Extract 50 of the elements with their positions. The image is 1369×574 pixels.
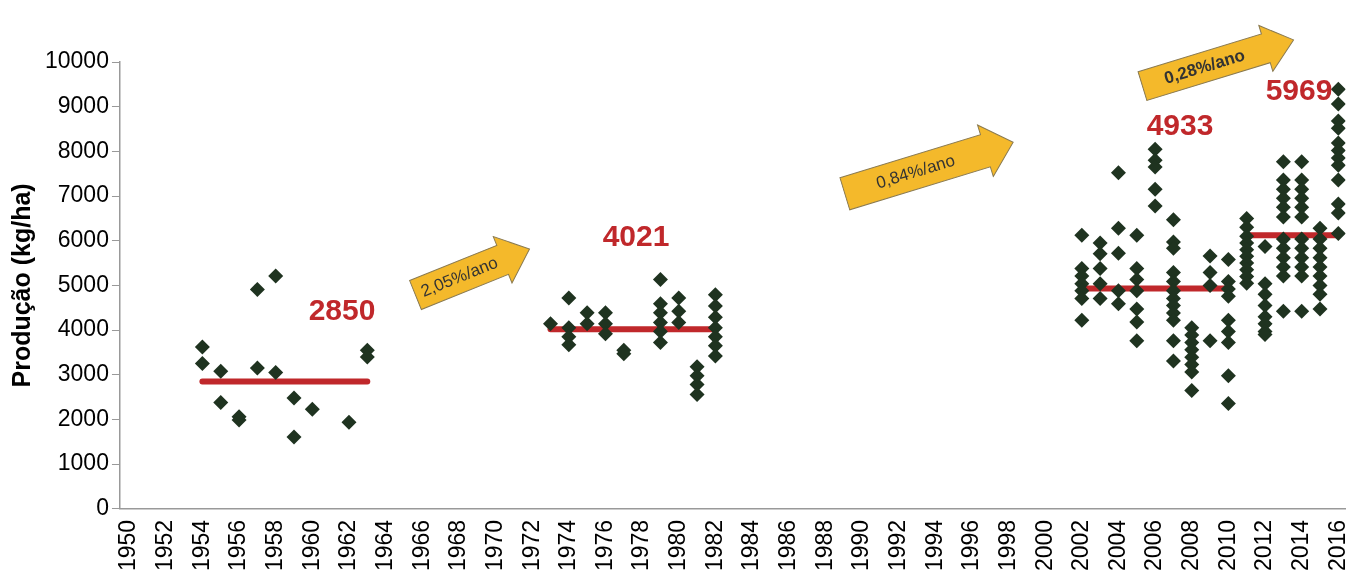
y-tick-label: 2000	[57, 404, 109, 431]
x-tick-label: 1968	[444, 519, 471, 572]
y-tick-label: 9000	[57, 92, 109, 119]
y-tick-label: 4000	[57, 315, 109, 342]
annotation: 4021	[602, 219, 670, 253]
x-tick-label: 1982	[700, 519, 727, 572]
x-tick-label: 2006	[1140, 519, 1167, 572]
x-tick-label: 1958	[261, 519, 288, 572]
y-tick-label: 0	[96, 494, 109, 521]
x-tick-label: 1950	[114, 519, 141, 572]
y-tick-label: 6000	[57, 226, 109, 253]
x-tick-label: 2000	[1030, 519, 1057, 572]
y-tick-label: 1000	[57, 449, 109, 476]
x-tick-label: 1988	[810, 519, 837, 572]
annotation: 4933	[1146, 108, 1214, 142]
x-tick-label: 1956	[224, 519, 251, 572]
x-tick-label: 2012	[1250, 519, 1277, 572]
x-tick-label: 1952	[151, 519, 178, 572]
x-tick-label: 2004	[1103, 519, 1130, 572]
y-tick-label: 3000	[57, 360, 109, 387]
x-tick-label: 1978	[627, 519, 654, 572]
annotation: 5969	[1265, 73, 1333, 107]
x-tick-label: 1966	[407, 519, 434, 572]
x-tick-label: 1998	[993, 519, 1020, 572]
y-tick-label: 10000	[44, 47, 109, 74]
x-tick-label: 1990	[847, 519, 874, 572]
x-tick-label: 1980	[664, 519, 691, 572]
x-tick-label: 1964	[370, 519, 397, 572]
x-tick-label: 1970	[480, 519, 507, 572]
y-tick-label: 8000	[57, 136, 109, 163]
x-tick-label: 2014	[1287, 519, 1314, 572]
x-tick-label: 1962	[334, 519, 361, 572]
x-tick-label: 2010	[1213, 519, 1240, 572]
x-tick-label: 1974	[554, 519, 581, 572]
x-tick-label: 1994	[920, 519, 947, 572]
y-axis-title: Produção (kg/ha)	[6, 183, 35, 388]
x-tick-label: 1986	[774, 519, 801, 572]
x-tick-label: 1984	[737, 519, 764, 572]
x-tick-label: 1992	[883, 519, 910, 572]
x-tick-label: 2002	[1067, 519, 1094, 572]
x-tick-label: 1996	[957, 519, 984, 572]
x-tick-label: 2008	[1177, 519, 1204, 572]
y-tick-label: 7000	[57, 181, 109, 208]
x-tick-label: 2016	[1323, 519, 1350, 572]
y-tick-label: 5000	[57, 270, 109, 297]
x-tick-label: 1972	[517, 519, 544, 572]
x-tick-label: 1960	[297, 519, 324, 572]
x-tick-label: 1954	[187, 519, 214, 572]
annotation: 2850	[308, 293, 376, 327]
x-tick-label: 1976	[590, 519, 617, 572]
